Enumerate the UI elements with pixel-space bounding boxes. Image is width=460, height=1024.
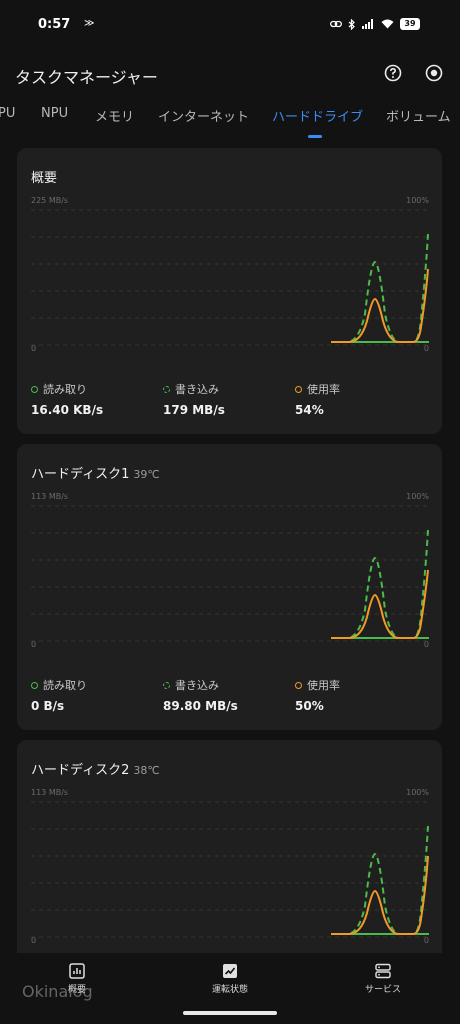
status-bar: 0:57 ≫ 39	[0, 0, 460, 52]
read-value: 16.40 KB/s	[31, 403, 104, 417]
read-legend-dot	[31, 385, 38, 393]
bar-chart-icon	[69, 963, 85, 979]
overview-card[interactable]: 概要 225 MB/s 100% 0 0 読み取り 16.40 KB/s 書き込…	[17, 148, 442, 434]
tab-bar: PU NPU メモリ インターネット ハードドライブ ボリューム	[0, 96, 460, 140]
chart-left-min: 0	[31, 936, 37, 945]
home-indicator[interactable]	[183, 1011, 277, 1015]
read-metric: 読み取り 16.40 KB/s	[31, 383, 104, 417]
wifi-icon	[381, 19, 394, 29]
chart-left-max: 225 MB/s	[31, 196, 69, 205]
write-legend-dot	[163, 385, 170, 393]
page-title: タスクマネージャー	[15, 68, 158, 87]
tab-indicator	[308, 135, 322, 138]
read-legend-dot	[31, 681, 38, 689]
write-line	[331, 825, 429, 935]
write-line	[331, 529, 429, 639]
battery-indicator: 39	[400, 18, 420, 30]
app-bar: タスクマネージャー	[0, 52, 460, 96]
tab-internet[interactable]: インターネット	[158, 110, 250, 125]
tab-memory[interactable]: メモリ	[95, 110, 135, 125]
signal-icon	[362, 19, 373, 29]
activity-icon	[223, 964, 237, 978]
record-icon[interactable]	[425, 64, 443, 82]
card-title: ハードディスク1 39℃	[31, 467, 160, 482]
card-title: 概要	[31, 171, 58, 186]
chart-grid	[31, 801, 429, 938]
chart-right-min: 0	[423, 344, 429, 353]
chart-grid	[31, 209, 429, 346]
hard-disk-2-card[interactable]: ハードディスク2 38℃ 113 MB/s 100% 0 0	[17, 740, 442, 980]
nav-label: サービス	[364, 985, 401, 995]
chart-right-min: 0	[423, 640, 429, 649]
tab-hard-drive[interactable]: ハードドライブ	[272, 110, 364, 125]
usage-metric: 使用率 54%	[295, 383, 340, 417]
write-line	[331, 233, 429, 343]
usage-line	[331, 855, 429, 935]
write-legend-dot	[163, 681, 170, 689]
nav-item-overview[interactable]: 概要	[37, 963, 117, 995]
read-value: 0 B/s	[31, 699, 65, 713]
usage-line	[331, 268, 429, 343]
write-metric: 書き込み 179 MB/s	[163, 383, 225, 417]
disk-usage-chart	[31, 801, 429, 938]
notification-icon: ≫	[84, 18, 95, 29]
nav-item-running-state[interactable]: 運転状態	[190, 963, 270, 995]
write-metric: 書き込み 89.80 MB/s	[163, 679, 238, 713]
tab-volume[interactable]: ボリューム	[386, 110, 451, 125]
card-title: ハードディスク2 38℃	[31, 763, 160, 778]
help-icon[interactable]	[384, 64, 402, 82]
link-icon	[330, 20, 342, 28]
chart-left-max: 113 MB/s	[31, 492, 69, 501]
status-icons: 39	[330, 18, 420, 30]
chart-left-max: 113 MB/s	[31, 788, 69, 797]
usage-value: 54%	[295, 403, 324, 417]
watermark: Okinalog	[22, 982, 93, 1001]
chart-left-min: 0	[31, 640, 37, 649]
disk-usage-chart	[31, 505, 429, 642]
bluetooth-icon	[348, 18, 355, 30]
tab-cpu[interactable]: PU	[0, 106, 16, 121]
server-icon	[375, 963, 391, 979]
nav-label: 概要	[67, 985, 86, 995]
usage-metric: 使用率 50%	[295, 679, 340, 713]
write-value: 89.80 MB/s	[163, 699, 238, 713]
nav-label: 運転状態	[211, 985, 248, 995]
hard-disk-1-card[interactable]: ハードディスク1 39℃ 113 MB/s 100% 0 0 読み取り 0 B/s…	[17, 444, 442, 730]
read-metric: 読み取り 0 B/s	[31, 679, 87, 713]
chart-right-min: 0	[423, 936, 429, 945]
usage-value: 50%	[295, 699, 324, 713]
tab-npu[interactable]: NPU	[41, 106, 69, 121]
usage-line	[331, 569, 429, 639]
chart-right-max: 100%	[406, 492, 429, 501]
chart-left-min: 0	[31, 344, 37, 353]
nav-item-services[interactable]: サービス	[343, 963, 423, 995]
usage-legend-dot	[295, 681, 302, 689]
chart-right-max: 100%	[406, 196, 429, 205]
usage-legend-dot	[295, 385, 302, 393]
disk-usage-chart	[31, 209, 429, 346]
write-value: 179 MB/s	[163, 403, 225, 417]
status-time: 0:57	[38, 17, 71, 32]
chart-right-max: 100%	[406, 788, 429, 797]
chart-grid	[31, 505, 429, 642]
